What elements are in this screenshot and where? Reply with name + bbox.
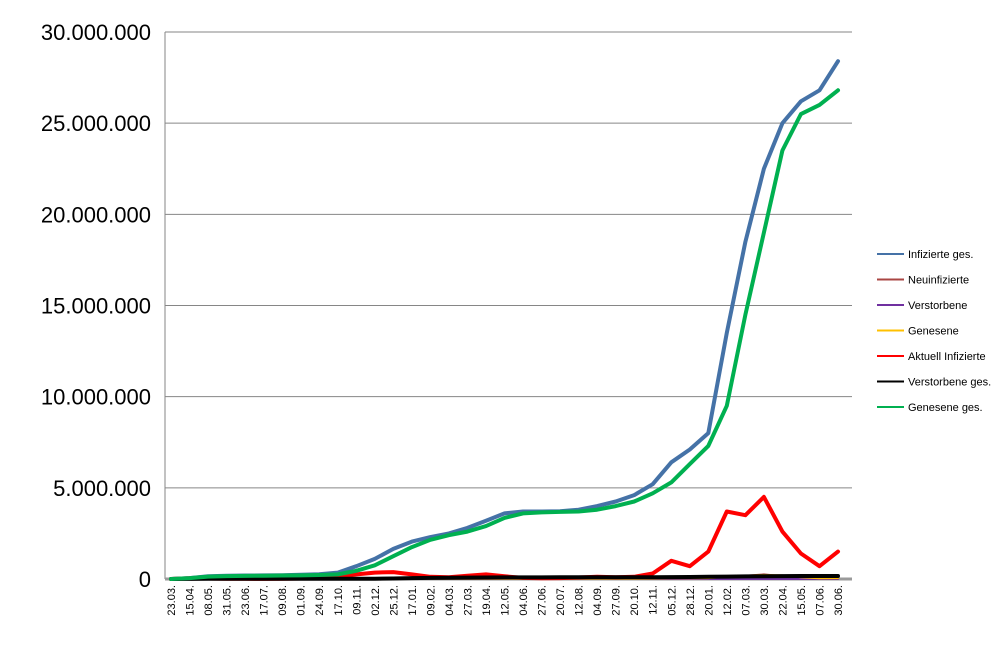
y-tick-label: 30.000.000 xyxy=(41,20,151,45)
x-tick-label: 12.02. xyxy=(722,585,734,616)
plot-area-series xyxy=(169,59,840,581)
x-tick-label: 20.01. xyxy=(703,585,715,616)
legend-label: Genesene ges. xyxy=(908,402,983,414)
legend-label: Neuinfizierte xyxy=(908,275,969,287)
x-tick-label: 17.01. xyxy=(407,585,419,616)
x-tick-label: 15.05. xyxy=(796,585,808,616)
x-tick-label: 17.07. xyxy=(259,585,271,616)
series-line-verstorbene-ges xyxy=(169,574,840,581)
x-tick-label: 04.09. xyxy=(592,585,604,616)
y-tick-label: 5.000.000 xyxy=(53,476,151,501)
legend-label: Infizierte ges. xyxy=(908,249,973,261)
x-tick-label: 27.06. xyxy=(537,585,549,616)
x-tick-label: 04.03. xyxy=(444,585,456,616)
x-tick-label: 22.04. xyxy=(777,585,789,616)
x-tick-label: 27.09. xyxy=(611,585,623,616)
series-line-genesene-ges xyxy=(169,88,840,581)
y-tick-label: 15.000.000 xyxy=(41,294,151,319)
x-tick-label: 05.12. xyxy=(666,585,678,616)
legend-label: Genesene xyxy=(908,326,959,338)
x-tick-label: 31.05. xyxy=(222,585,234,616)
x-tick-label: 12.11. xyxy=(648,585,660,615)
x-tick-label: 02.12. xyxy=(370,585,382,616)
y-tick-label: 25.000.000 xyxy=(41,111,151,136)
x-tick-label: 15.04. xyxy=(185,585,197,616)
y-tick-label: 20.000.000 xyxy=(41,202,151,227)
x-tick-label: 07.03. xyxy=(740,585,752,616)
series-line-infizierte-ges xyxy=(169,59,840,581)
y-tick-label: 10.000.000 xyxy=(41,385,151,410)
legend-label: Aktuell Infizierte xyxy=(908,351,986,363)
gridlines xyxy=(165,31,852,489)
x-tick-label: 08.05. xyxy=(203,585,215,616)
x-tick-label: 09.08. xyxy=(277,585,289,616)
x-tick-label: 09.02. xyxy=(425,585,437,616)
x-tick-label: 23.06. xyxy=(240,585,252,616)
legend-label: Verstorbene xyxy=(908,300,967,312)
y-tick-label: 0 xyxy=(139,567,151,592)
x-tick-label: 27.03. xyxy=(462,585,474,616)
x-tick-label: 12.08. xyxy=(574,585,586,616)
x-axis-tick-labels: 23.03. 15.04. 08.05. 31.05. 23.06. 17.07. 09.0… xyxy=(166,585,845,616)
x-tick-label: 01.09. xyxy=(296,585,308,616)
x-tick-label: 17.10. xyxy=(333,585,345,616)
x-tick-label: 23.03. xyxy=(166,585,178,616)
x-tick-label: 20.07. xyxy=(555,585,567,616)
x-tick-label: 12.05. xyxy=(500,585,512,616)
x-tick-label: 24.09. xyxy=(314,585,326,616)
x-tick-label: 30.03. xyxy=(759,585,771,616)
x-tick-label: 30.06. xyxy=(833,585,845,616)
x-tick-label: 19.04. xyxy=(481,585,493,616)
x-tick-label: 25.12. xyxy=(388,585,400,616)
x-tick-label: 07.06. xyxy=(814,585,826,616)
legend-label: Verstorbene ges. xyxy=(908,377,991,389)
y-axis-tick-labels: 0 5.000.000 10.000.000 15.000.000 20.000.000… xyxy=(41,20,151,592)
series-line-aktuell-infizierte xyxy=(169,494,840,581)
x-tick-label: 20.10. xyxy=(629,585,641,616)
x-tick-label: 04.06. xyxy=(518,585,530,616)
x-tick-label: 09.11. xyxy=(351,585,363,615)
legend: Infizierte ges. Neuinfizierte Verstorbene G… xyxy=(877,249,991,414)
x-tick-label: 28.12. xyxy=(685,585,697,616)
